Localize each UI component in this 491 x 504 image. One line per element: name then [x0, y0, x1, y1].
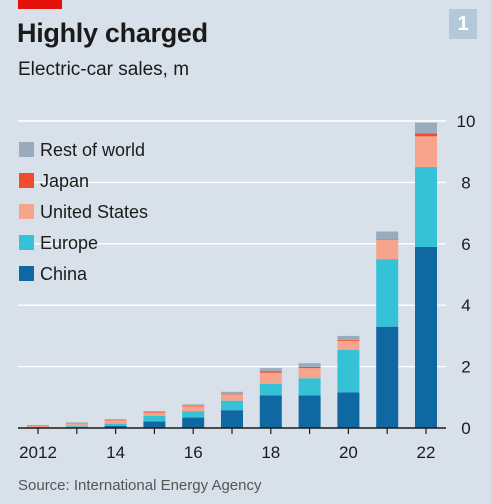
- bar-segment: [65, 423, 88, 427]
- legend-swatch: [19, 266, 34, 281]
- y-tick-label: 2: [461, 358, 470, 377]
- chart-number-badge: 1: [449, 9, 477, 39]
- bar-segment: [104, 425, 127, 428]
- legend-swatch: [19, 142, 34, 157]
- bar-segment: [104, 420, 127, 424]
- bar-segment: [182, 406, 205, 412]
- bar-segment: [221, 410, 243, 428]
- legend-label: Europe: [40, 233, 98, 253]
- bar-segment: [182, 404, 205, 406]
- y-tick-label: 10: [457, 112, 476, 131]
- bar-segment: [259, 372, 282, 384]
- bar-segment: [182, 417, 205, 428]
- legend-label: China: [40, 264, 88, 284]
- legend-label: Rest of world: [40, 140, 145, 160]
- bar-segment: [415, 122, 437, 134]
- brand-red-tag: [18, 0, 62, 9]
- bar-segment: [221, 394, 243, 395]
- gridlines: [18, 120, 446, 368]
- y-tick-label: 6: [461, 235, 470, 254]
- bar-segment: [415, 133, 437, 137]
- x-tick-label: 18: [261, 443, 280, 462]
- x-tick-label: 16: [184, 443, 203, 462]
- x-tick-label: 22: [417, 443, 436, 462]
- legend-swatch: [19, 204, 34, 219]
- bar-segment: [143, 412, 166, 416]
- bar-segment: [259, 368, 282, 372]
- bar-segment: [415, 136, 437, 168]
- bar-segment: [337, 340, 360, 351]
- bar-segment: [298, 366, 321, 369]
- bar-segment: [415, 167, 437, 247]
- bar-segment: [298, 368, 321, 379]
- bar-segment: [65, 426, 88, 428]
- bar-segment: [337, 392, 360, 428]
- bar-segment: [415, 246, 437, 428]
- bar-segment: [259, 395, 282, 428]
- legend-swatch: [19, 235, 34, 250]
- bar-segment: [143, 421, 166, 428]
- bars: [27, 122, 437, 429]
- legend-swatch: [19, 173, 34, 188]
- bar-segment: [376, 231, 399, 240]
- axes: 0 2 4 6 8 10 2012 14 16 18 20 22: [18, 112, 475, 462]
- legend-label: United States: [40, 202, 148, 222]
- bar-segment: [337, 339, 360, 341]
- y-tick-label: 8: [461, 173, 470, 192]
- bar-segment: [65, 422, 88, 424]
- bar-segment: [221, 391, 243, 395]
- bar-segment: [27, 425, 49, 426]
- bar-segment: [259, 383, 282, 396]
- bar-segment: [376, 259, 399, 327]
- bar-segment: [27, 425, 49, 428]
- bar-segment: [298, 395, 321, 428]
- bar-segment: [298, 378, 321, 396]
- x-tick-label: 2012: [19, 443, 57, 462]
- bar-segment: [221, 400, 243, 411]
- bar-segment: [376, 239, 399, 240]
- bar-segment: [298, 363, 321, 367]
- bar-segment: [182, 405, 205, 407]
- bar-segment: [143, 411, 166, 413]
- chart-title: Highly charged: [17, 18, 208, 48]
- y-tick-label: 4: [461, 296, 470, 315]
- bar-segment: [104, 419, 127, 421]
- bar-segment: [182, 411, 205, 418]
- bar-segment: [143, 415, 166, 422]
- bar-segment: [221, 394, 243, 401]
- legend: Rest of world Japan United States Europe Chi…: [19, 140, 148, 284]
- bar-segment: [376, 326, 399, 428]
- bar-segment: [104, 423, 127, 426]
- bar-segment: [65, 422, 88, 423]
- bar-segment: [337, 335, 360, 340]
- x-tick-label: 14: [106, 443, 125, 462]
- bar-segment: [376, 239, 399, 260]
- chart-subtitle: Electric-car sales, m: [18, 59, 190, 80]
- bar-segment: [259, 371, 282, 373]
- x-tick-label: 20: [339, 443, 358, 462]
- legend-label: Japan: [40, 171, 89, 191]
- bar-segment: [143, 412, 166, 413]
- bar-segment: [337, 350, 360, 393]
- bar-segment: [104, 419, 127, 420]
- source-note: Source: International Energy Agency: [18, 477, 262, 494]
- y-tick-label: 0: [461, 419, 470, 438]
